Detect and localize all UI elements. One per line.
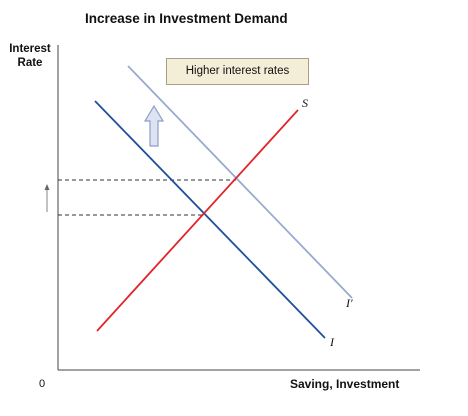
y-axis-label-line2: Rate — [17, 57, 43, 69]
investment-demand-shifted-curve — [127, 65, 353, 299]
y-axis-label: Interest Rate — [3, 42, 57, 70]
origin-label: 0 — [39, 378, 46, 390]
saving-curve-label: S — [302, 96, 308, 110]
investment-shifted-curve-label: I′ — [346, 296, 353, 310]
saving-supply-curve — [96, 109, 299, 332]
shift-up-arrow-icon — [143, 104, 165, 147]
higher-interest-rates-callout: Higher interest rates — [166, 58, 309, 85]
investment-demand-curve — [94, 100, 326, 339]
diagram-title: Increase in Investment Demand — [85, 11, 288, 26]
x-axis-label: Saving, Investment — [290, 377, 400, 391]
interest-rate-up-arrow-icon — [44, 184, 50, 212]
y-axis-label-line1: Interest — [9, 43, 51, 55]
investment-curve-label: I — [330, 335, 334, 349]
